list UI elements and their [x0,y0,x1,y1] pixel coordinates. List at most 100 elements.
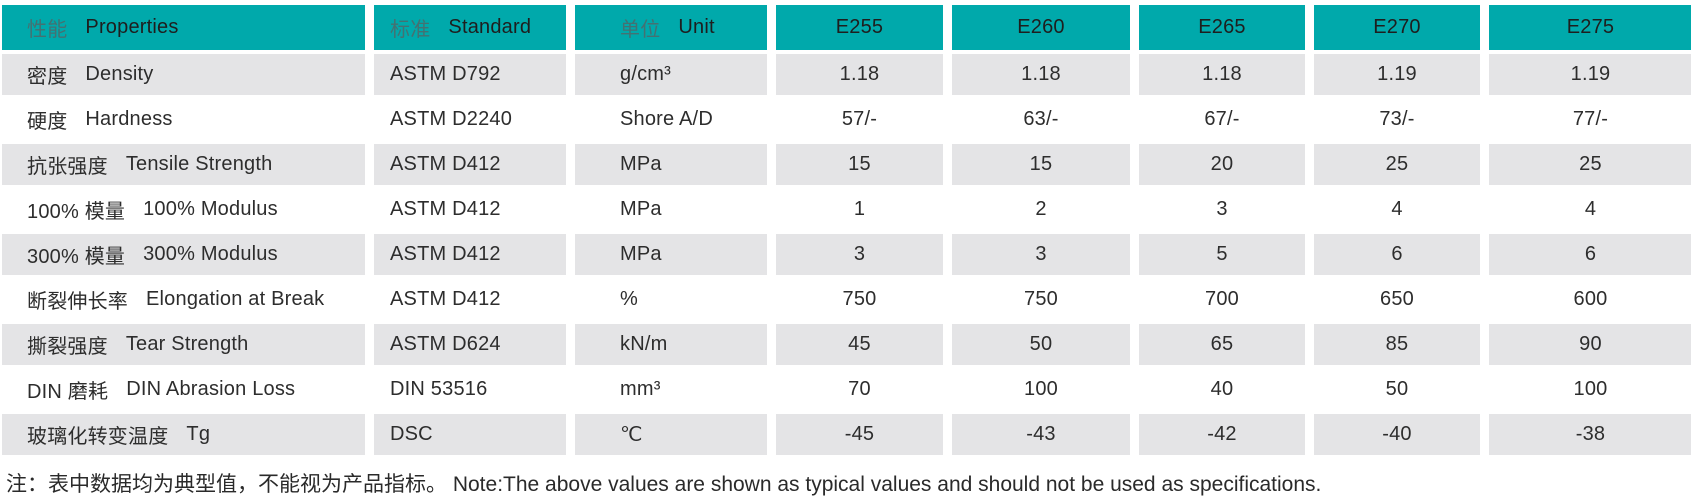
property-label-en: Hardness [85,108,173,130]
value-cell: 25 [1489,144,1691,185]
property-label-en: DIN Abrasion Loss [126,378,296,400]
value-cell: 63/- [952,99,1130,140]
value-cell: 90 [1489,324,1691,365]
value-cell: 85 [1314,324,1480,365]
value-cell: 100 [952,369,1130,410]
value-cell: 650 [1314,279,1480,320]
value-cell: 45 [776,324,943,365]
properties-table: 性能 Properties 标准 Standard 单位 Unit E255 E260 E265… [2,5,1691,455]
column-header: 单位 Unit [575,5,767,50]
column-header-label-zh: 单位 [620,19,661,41]
property-label-zh: 硬度 [27,111,68,133]
property-cell: 密度 Density [2,54,365,95]
property-label-zh: 玻璃化转变温度 [27,426,169,448]
property-label-zh: 300% 模量 [27,246,126,268]
unit-cell: mm³ [575,369,767,410]
value-cell: 20 [1139,144,1305,185]
column-header-grade: E265 [1139,5,1305,50]
column-header-grade: E255 [776,5,943,50]
value-cell: 67/- [1139,99,1305,140]
value-cell: 4 [1489,189,1691,230]
value-cell: 1.18 [1139,54,1305,95]
property-label-zh: DIN 磨耗 [27,381,109,403]
column-header-grade: E275 [1489,5,1691,50]
unit-cell: MPa [575,234,767,275]
value-cell: 6 [1314,234,1480,275]
value-cell: 6 [1489,234,1691,275]
column-header: 性能 Properties [2,5,365,50]
property-label-en: Tear Strength [125,333,249,355]
value-cell: 15 [952,144,1130,185]
value-cell: 3 [1139,189,1305,230]
property-cell: 玻璃化转变温度 Tg [2,414,365,455]
value-cell: 50 [952,324,1130,365]
value-cell: 3 [952,234,1130,275]
property-cell: 100% 模量 100% Modulus [2,189,365,230]
value-cell: 2 [952,189,1130,230]
value-cell: 65 [1139,324,1305,365]
column-header-grade: E270 [1314,5,1480,50]
value-cell: 1 [776,189,943,230]
unit-cell: g/cm³ [575,54,767,95]
value-cell: 1.18 [952,54,1130,95]
property-label-en: Elongation at Break [146,288,325,310]
standard-cell: ASTM D412 [374,279,566,320]
value-cell: 57/- [776,99,943,140]
property-cell: 撕裂强度 Tear Strength [2,324,365,365]
property-label-en: 100% Modulus [143,198,278,220]
property-label-zh: 密度 [27,66,68,88]
value-cell: 100 [1489,369,1691,410]
unit-cell: kN/m [575,324,767,365]
standard-cell: DIN 53516 [374,369,566,410]
unit-cell: MPa [575,189,767,230]
property-label-en: Tg [186,423,211,445]
value-cell: 750 [952,279,1130,320]
value-cell: 77/- [1489,99,1691,140]
standard-cell: ASTM D412 [374,189,566,230]
standard-cell: ASTM D624 [374,324,566,365]
column-header-label-en: Properties [85,16,179,38]
property-cell: 抗张强度 Tensile Strength [2,144,365,185]
value-cell: -38 [1489,414,1691,455]
value-cell: 1.18 [776,54,943,95]
property-cell: DIN 磨耗 DIN Abrasion Loss [2,369,365,410]
value-cell: 5 [1139,234,1305,275]
value-cell: -43 [952,414,1130,455]
value-cell: 73/- [1314,99,1480,140]
value-cell: -42 [1139,414,1305,455]
footnote: 注：表中数据均为典型值，不能视为产品指标。 Note:The above val… [6,473,1322,496]
unit-cell: MPa [575,144,767,185]
standard-cell: ASTM D2240 [374,99,566,140]
value-cell: 1.19 [1489,54,1691,95]
value-cell: -40 [1314,414,1480,455]
property-label-en: 300% Modulus [143,243,278,265]
value-cell: 25 [1314,144,1480,185]
unit-cell: Shore A/D [575,99,767,140]
property-label-en: Tensile Strength [125,153,273,175]
value-cell: 750 [776,279,943,320]
property-label-zh: 100% 模量 [27,201,126,223]
property-label-zh: 断裂伸长率 [27,291,128,313]
column-header-label-en: Unit [678,16,715,38]
property-cell: 硬度 Hardness [2,99,365,140]
value-cell: 40 [1139,369,1305,410]
standard-cell: DSC [374,414,566,455]
property-label-en: Density [85,63,154,85]
value-cell: -45 [776,414,943,455]
standard-cell: ASTM D412 [374,144,566,185]
unit-cell: % [575,279,767,320]
column-header-label-zh: 标准 [390,19,431,41]
standard-cell: ASTM D412 [374,234,566,275]
value-cell: 4 [1314,189,1480,230]
standard-cell: ASTM D792 [374,54,566,95]
column-header-label-zh: 性能 [27,19,68,41]
value-cell: 600 [1489,279,1691,320]
property-cell: 断裂伸长率 Elongation at Break [2,279,365,320]
value-cell: 1.19 [1314,54,1480,95]
property-label-zh: 撕裂强度 [27,336,108,358]
column-header-grade: E260 [952,5,1130,50]
value-cell: 700 [1139,279,1305,320]
value-cell: 70 [776,369,943,410]
column-header-label-en: Standard [448,16,532,38]
